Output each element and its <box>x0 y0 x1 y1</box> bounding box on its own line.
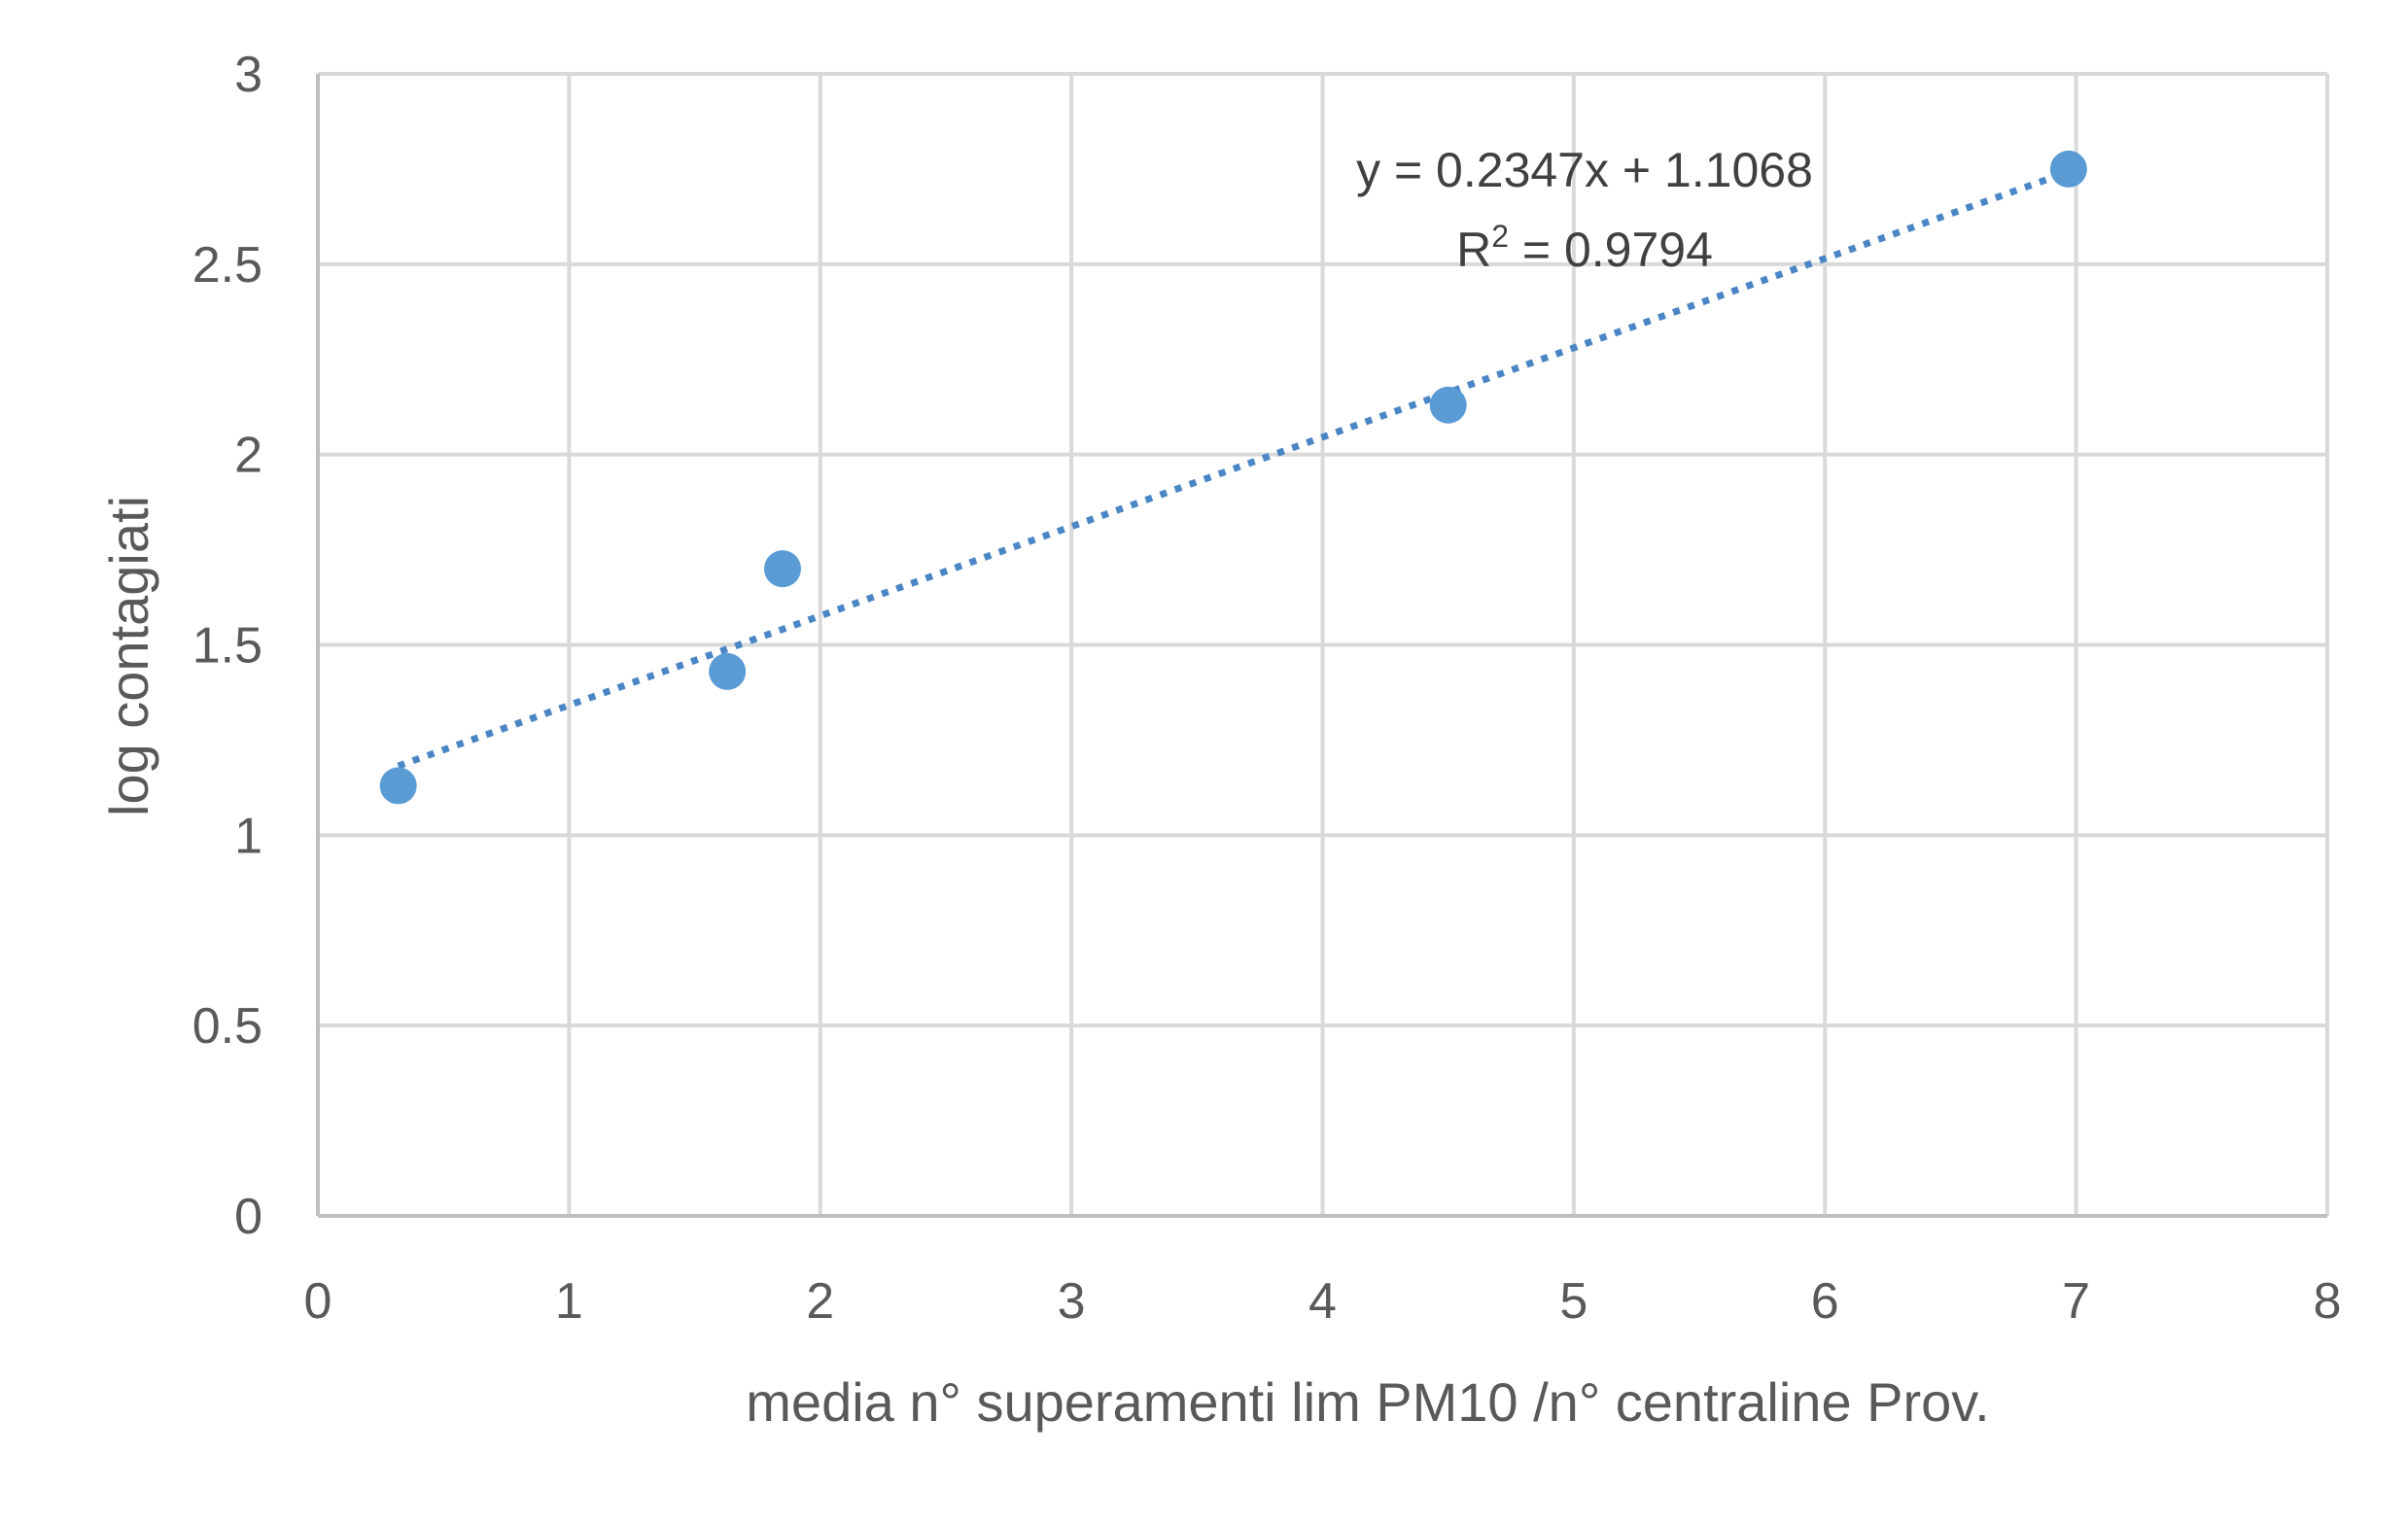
data-point <box>2049 150 2087 188</box>
r-squared-value: = 0.9794 <box>1509 223 1713 277</box>
y-tick-labels: 0 0.5 1 1.5 2 2.5 3 <box>192 47 262 1245</box>
data-points <box>379 150 2087 805</box>
y-axis-title: log contagiati <box>98 496 159 816</box>
x-tick-label: 4 <box>1309 1273 1337 1330</box>
y-tick-label: 0 <box>234 1189 262 1245</box>
x-tick-label: 0 <box>304 1273 332 1330</box>
y-tick-label: 0.5 <box>192 998 262 1055</box>
data-point <box>709 652 747 690</box>
grid-lines <box>316 72 2329 1218</box>
x-tick-label: 1 <box>555 1273 583 1330</box>
x-tick-label: 5 <box>1559 1273 1588 1330</box>
x-tick-label: 8 <box>2314 1273 2342 1330</box>
trendline-r-squared: R2 = 0.9794 <box>1456 219 1713 277</box>
x-tick-labels: 0 1 2 3 4 5 6 7 8 <box>304 1273 2342 1330</box>
y-tick-label: 2.5 <box>192 237 262 294</box>
data-point <box>763 550 801 588</box>
data-point <box>1429 386 1467 424</box>
x-tick-label: 2 <box>806 1273 834 1330</box>
x-tick-label: 7 <box>2062 1273 2090 1330</box>
y-tick-label: 1.5 <box>192 618 262 675</box>
y-tick-label: 1 <box>234 808 262 864</box>
y-tick-label: 3 <box>234 47 262 103</box>
y-tick-label: 2 <box>234 428 262 484</box>
x-tick-label: 3 <box>1058 1273 1086 1330</box>
x-tick-label: 6 <box>1811 1273 1839 1330</box>
r-squared-prefix: R <box>1456 223 1491 277</box>
trendline-equation: y = 0.2347x + 1.1068 <box>1356 143 1813 197</box>
data-point <box>379 767 417 805</box>
r-squared-superscript: 2 <box>1491 219 1509 254</box>
x-axis-title: media n° superamenti lim PM10 /n° centra… <box>746 1371 1989 1433</box>
